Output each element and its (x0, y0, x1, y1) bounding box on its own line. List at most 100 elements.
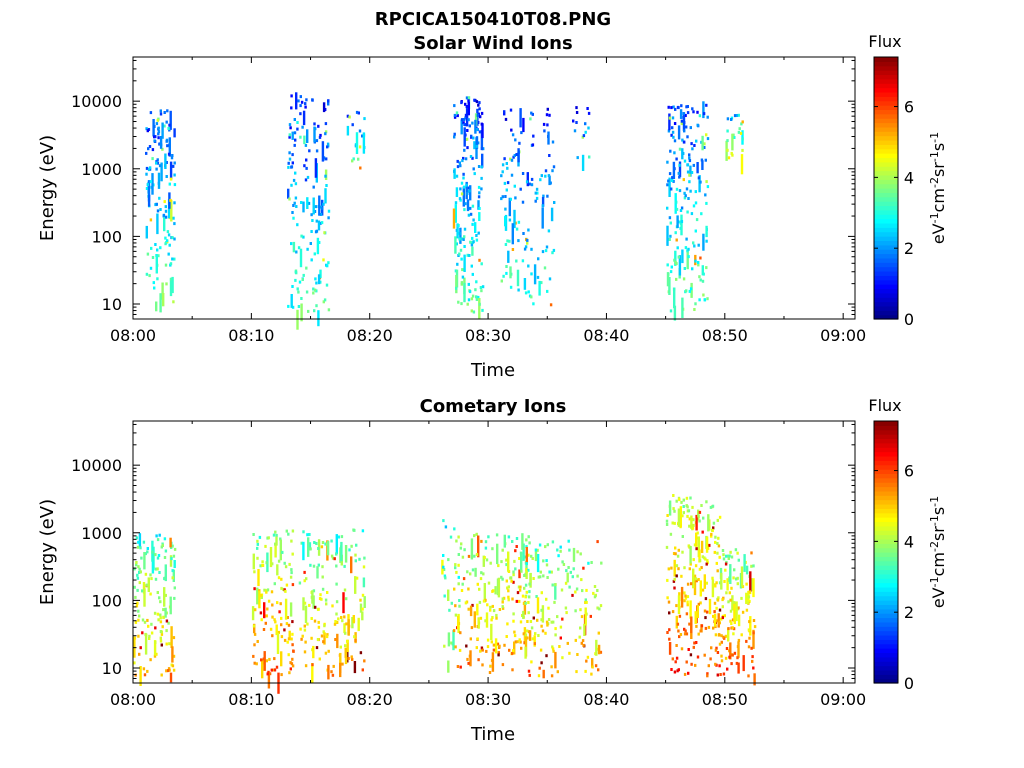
data-cell (286, 640, 289, 644)
data-cell (151, 173, 154, 195)
data-cell (147, 180, 151, 202)
data-cell (145, 583, 149, 587)
data-cell (260, 596, 263, 599)
data-cell (267, 670, 270, 674)
data-cell (701, 530, 704, 534)
data-cell (575, 106, 578, 110)
data-cell (259, 611, 263, 615)
data-cell (737, 614, 741, 627)
data-cell (304, 105, 307, 109)
data-cell (363, 596, 366, 608)
data-cell (669, 149, 672, 153)
data-cell (709, 657, 712, 661)
data-cell (159, 600, 162, 604)
colorbar-segment (874, 244, 898, 250)
data-cell (169, 555, 173, 567)
data-cell (470, 134, 473, 138)
data-cell (519, 108, 522, 128)
data-cell (312, 291, 315, 295)
data-cell (144, 552, 147, 556)
data-cell (151, 157, 154, 161)
data-cell (538, 543, 542, 547)
data-cell (501, 606, 505, 610)
data-cell (168, 243, 171, 247)
data-cell (532, 616, 535, 620)
data-cell (543, 266, 547, 270)
data-cell (679, 109, 683, 119)
data-cell (513, 634, 517, 638)
data-cell (722, 557, 726, 561)
data-cell (707, 514, 710, 532)
data-cell (545, 597, 548, 601)
data-cell (683, 140, 686, 144)
data-cell (686, 105, 689, 108)
data-cell (705, 239, 708, 243)
data-cell (718, 633, 721, 637)
data-cell (318, 597, 322, 601)
data-cell (327, 216, 330, 220)
data-cell (696, 531, 699, 535)
data-cell (668, 500, 672, 516)
data-cell (556, 548, 559, 552)
data-cell (684, 596, 688, 600)
data-cell (574, 638, 577, 642)
data-cell (497, 564, 500, 568)
data-cell (716, 673, 719, 677)
data-cell (575, 670, 578, 674)
data-cell (134, 595, 137, 599)
data-cell (275, 624, 278, 636)
data-cell (274, 530, 277, 534)
data-cell (443, 574, 447, 578)
data-cell (694, 577, 698, 581)
data-cell (504, 243, 508, 246)
data-cell (291, 131, 294, 140)
data-cell (584, 130, 587, 134)
data-cell (689, 165, 692, 177)
data-cell (337, 535, 340, 539)
data-cell (504, 195, 507, 198)
data-cell (692, 110, 695, 114)
data-cell (492, 643, 496, 647)
data-cell (748, 636, 751, 640)
data-cell (691, 147, 694, 151)
data-cell (670, 106, 673, 110)
y-tick-label: 1000 (81, 524, 122, 543)
data-cell (153, 286, 156, 290)
data-cell (299, 95, 302, 99)
colorbar-tick-label: 6 (904, 98, 914, 117)
data-cell (729, 609, 733, 613)
data-cell (305, 166, 308, 170)
data-cell (721, 549, 725, 552)
data-cell (452, 630, 455, 651)
data-cell (161, 122, 164, 139)
data-cell (317, 625, 321, 629)
data-cell (156, 591, 159, 594)
data-cell (676, 246, 679, 250)
data-cell (678, 147, 682, 151)
data-cell (443, 644, 446, 648)
data-cell (163, 217, 166, 232)
data-cell (737, 606, 740, 610)
data-cell (454, 563, 457, 567)
data-cell (525, 590, 528, 594)
data-cell (530, 272, 533, 276)
data-cell (454, 236, 457, 254)
data-cell (312, 185, 315, 189)
data-cell (485, 612, 489, 628)
data-cell (306, 533, 309, 537)
data-cell (159, 136, 163, 149)
data-cell (474, 119, 477, 134)
data-cell (751, 659, 754, 663)
data-cell (518, 588, 522, 592)
data-cell (333, 622, 337, 626)
data-cell (322, 640, 325, 644)
data-cell (287, 637, 291, 641)
data-cell (524, 601, 527, 605)
data-cell (268, 657, 271, 661)
data-cell (323, 624, 326, 628)
data-cell (504, 216, 507, 227)
data-cell (730, 586, 733, 590)
data-cell (684, 629, 687, 633)
data-cell (696, 655, 700, 659)
data-cell (173, 586, 176, 590)
